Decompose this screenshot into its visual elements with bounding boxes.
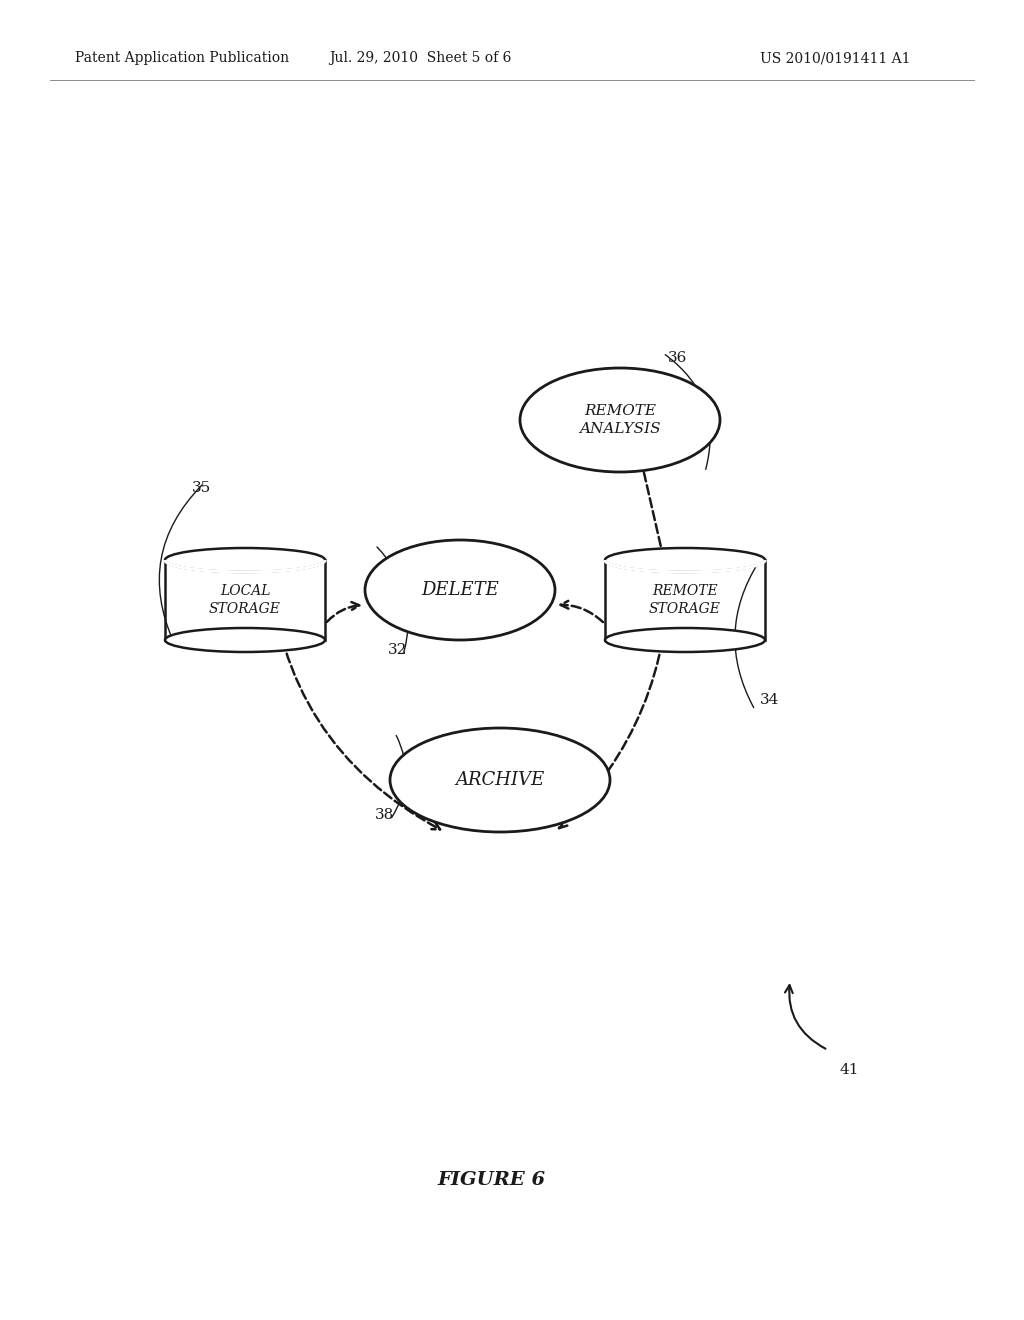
Text: Patent Application Publication: Patent Application Publication <box>75 51 289 65</box>
Ellipse shape <box>520 368 720 473</box>
Text: REMOTE
ANALYSIS: REMOTE ANALYSIS <box>580 404 660 436</box>
Ellipse shape <box>390 729 610 832</box>
Ellipse shape <box>605 628 765 652</box>
Text: 35: 35 <box>193 480 211 495</box>
Text: Jul. 29, 2010  Sheet 5 of 6: Jul. 29, 2010 Sheet 5 of 6 <box>329 51 511 65</box>
Text: LOCAL
STORAGE: LOCAL STORAGE <box>209 583 281 616</box>
Text: 38: 38 <box>375 808 394 822</box>
Text: ARCHIVE: ARCHIVE <box>456 771 545 789</box>
Text: 36: 36 <box>668 351 687 366</box>
Ellipse shape <box>605 548 765 572</box>
Text: DELETE: DELETE <box>421 581 499 599</box>
Ellipse shape <box>165 628 325 652</box>
Ellipse shape <box>365 540 555 640</box>
Text: US 2010/0191411 A1: US 2010/0191411 A1 <box>760 51 910 65</box>
Bar <box>165 560 325 640</box>
Text: FIGURE 6: FIGURE 6 <box>438 1171 546 1189</box>
Text: REMOTE
STORAGE: REMOTE STORAGE <box>649 583 721 616</box>
Text: 34: 34 <box>760 693 779 708</box>
Text: 41: 41 <box>840 1063 859 1077</box>
Ellipse shape <box>165 548 325 572</box>
Bar <box>605 560 765 640</box>
Text: 32: 32 <box>388 643 408 657</box>
